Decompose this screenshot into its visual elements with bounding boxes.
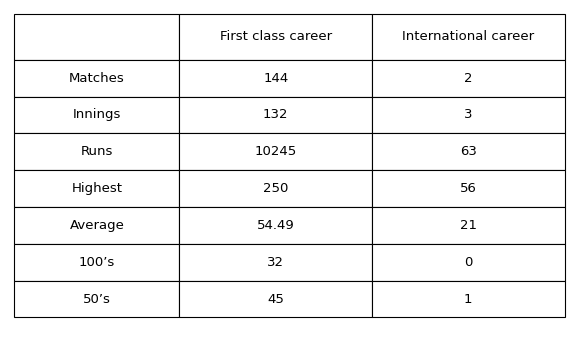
Bar [372,170,565,207]
Text: 144: 144 [263,72,288,85]
Bar [372,244,565,281]
Text: 0: 0 [464,256,472,269]
Bar [372,97,565,133]
Text: 132: 132 [263,108,288,121]
Bar [14,14,179,60]
Text: 250: 250 [263,182,288,195]
Text: 45: 45 [267,293,284,306]
Text: International career: International career [402,30,534,43]
Bar [179,170,372,207]
Text: 2: 2 [464,72,472,85]
Text: 54.49: 54.49 [257,219,295,232]
Bar [179,97,372,133]
Bar [179,60,372,97]
Text: 1: 1 [464,293,472,306]
Bar [372,133,565,170]
Bar [179,133,372,170]
Text: Innings: Innings [73,108,121,121]
Text: First class career: First class career [219,30,332,43]
Text: Runs: Runs [81,145,113,158]
Text: 100’s: 100’s [79,256,115,269]
Bar [179,281,372,317]
Text: Highest: Highest [71,182,123,195]
Text: 10245: 10245 [255,145,297,158]
Bar [372,60,565,97]
Bar [179,207,372,244]
Bar [14,281,179,317]
Text: 21: 21 [460,219,477,232]
Bar [14,97,179,133]
Bar [372,207,565,244]
Bar [14,244,179,281]
Bar [179,244,372,281]
Bar [14,170,179,207]
Bar [179,14,372,60]
Text: 3: 3 [464,108,472,121]
Text: 50’s: 50’s [83,293,111,306]
Text: 63: 63 [460,145,477,158]
Text: 32: 32 [267,256,284,269]
Text: 56: 56 [460,182,477,195]
Bar [372,281,565,317]
Text: Average: Average [69,219,124,232]
Bar [372,14,565,60]
Text: Matches: Matches [69,72,125,85]
Bar [14,60,179,97]
Bar [14,133,179,170]
Bar [14,207,179,244]
